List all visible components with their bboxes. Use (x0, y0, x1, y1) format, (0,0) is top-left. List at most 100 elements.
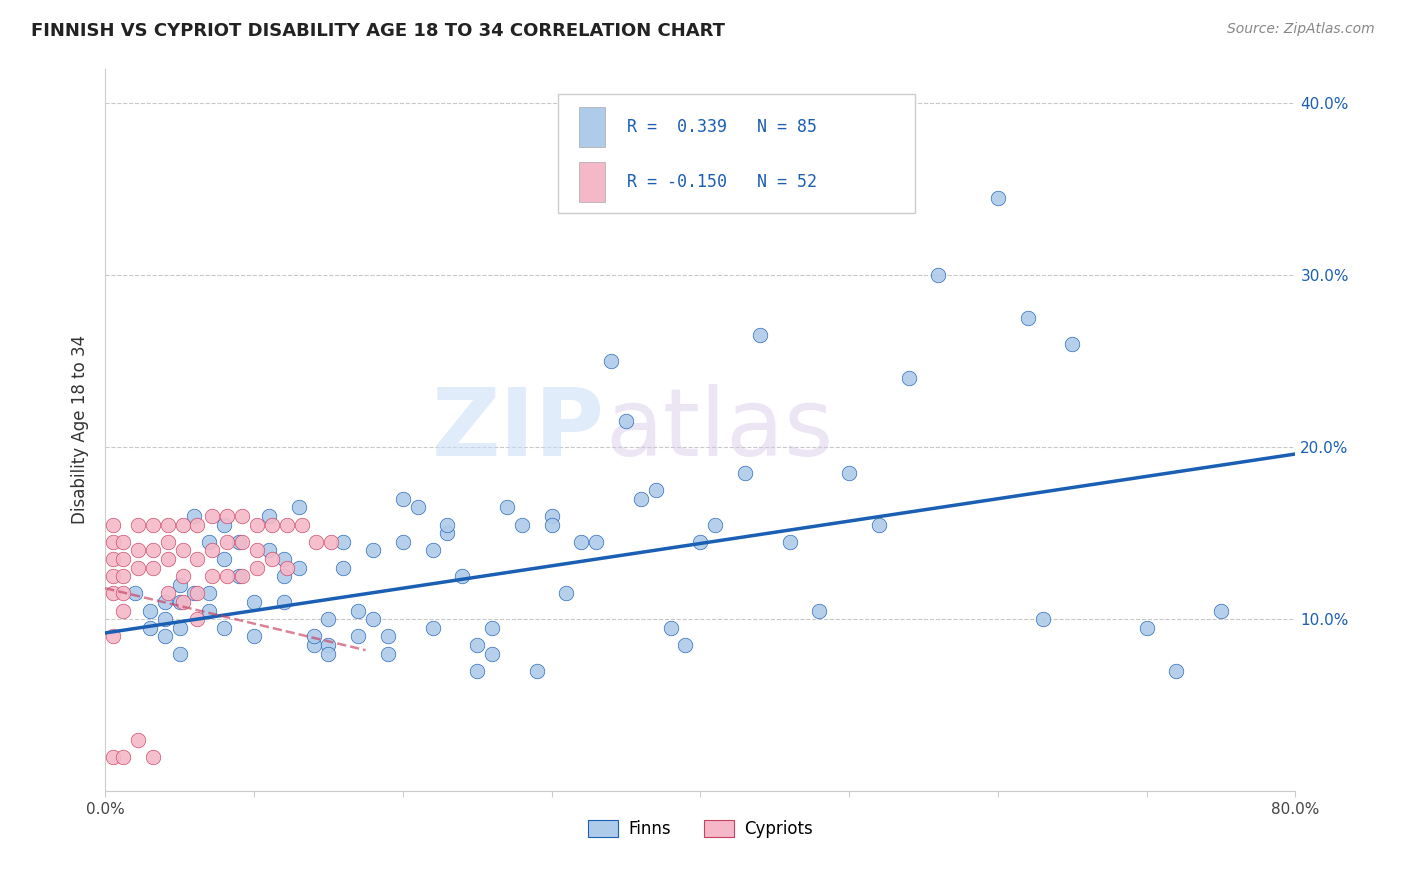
Y-axis label: Disability Age 18 to 34: Disability Age 18 to 34 (72, 335, 89, 524)
Point (318, 647, 340, 661)
Point (172, 569, 194, 583)
Point (377, 647, 399, 661)
Point (112, 586, 135, 600)
Point (101, 534, 124, 549)
Point (361, 612, 384, 626)
Point (391, 491, 413, 506)
Point (273, 595, 295, 609)
Point (169, 621, 191, 635)
Point (153, 612, 176, 626)
Point (228, 534, 250, 549)
Point (142, 517, 165, 532)
Point (156, 552, 179, 566)
Point (198, 534, 221, 549)
Point (422, 621, 444, 635)
Point (101, 629, 124, 643)
Point (243, 595, 266, 609)
Point (142, 543, 165, 558)
Point (540, 517, 562, 532)
Point (1136, 621, 1159, 635)
Point (231, 534, 253, 549)
Point (276, 517, 298, 532)
Point (212, 517, 235, 532)
Point (481, 621, 503, 635)
Point (318, 612, 340, 626)
Point (127, 560, 149, 574)
Point (112, 569, 135, 583)
Point (347, 604, 370, 618)
Point (496, 500, 519, 515)
Point (127, 517, 149, 532)
Point (436, 526, 458, 541)
Point (291, 517, 314, 532)
Point (1031, 612, 1053, 626)
Point (540, 508, 562, 523)
Point (659, 621, 682, 635)
Point (139, 604, 162, 618)
Point (101, 749, 124, 764)
Point (172, 517, 194, 532)
Point (127, 732, 149, 747)
Point (526, 664, 548, 678)
Point (260, 552, 283, 566)
Point (217, 534, 239, 549)
Point (436, 517, 458, 532)
Point (644, 483, 666, 497)
Point (748, 328, 770, 343)
Text: R =  0.339   N = 85: R = 0.339 N = 85 (627, 118, 817, 136)
Point (112, 552, 135, 566)
Point (112, 749, 135, 764)
Point (127, 543, 149, 558)
Point (246, 517, 269, 532)
Point (273, 569, 295, 583)
Point (987, 191, 1010, 205)
Point (212, 552, 235, 566)
Text: R = -0.150   N = 52: R = -0.150 N = 52 (627, 173, 817, 192)
Point (838, 466, 860, 480)
Point (153, 595, 176, 609)
Point (186, 517, 208, 532)
Point (897, 371, 920, 385)
Point (630, 491, 652, 506)
Point (231, 569, 253, 583)
Point (212, 621, 235, 635)
Point (1017, 311, 1039, 326)
Point (217, 508, 239, 523)
FancyBboxPatch shape (579, 162, 605, 202)
Point (217, 569, 239, 583)
Point (675, 638, 697, 652)
Point (287, 500, 309, 515)
Point (112, 604, 135, 618)
Point (257, 508, 280, 523)
Point (246, 543, 269, 558)
Point (198, 604, 221, 618)
Point (156, 586, 179, 600)
Point (169, 578, 191, 592)
Point (273, 552, 295, 566)
Point (183, 586, 205, 600)
Point (139, 621, 162, 635)
Point (600, 354, 623, 368)
Point (868, 517, 890, 532)
Point (704, 517, 727, 532)
Point (183, 508, 205, 523)
FancyBboxPatch shape (558, 94, 914, 213)
Point (156, 534, 179, 549)
Legend: Finns, Cypriots: Finns, Cypriots (581, 813, 820, 845)
Point (101, 552, 124, 566)
Point (156, 517, 179, 532)
Point (101, 517, 124, 532)
Text: Source: ZipAtlas.com: Source: ZipAtlas.com (1227, 22, 1375, 37)
Point (142, 749, 165, 764)
Point (287, 560, 309, 574)
Point (332, 534, 354, 549)
Point (172, 543, 194, 558)
Point (332, 560, 354, 574)
Point (198, 586, 221, 600)
Point (186, 612, 208, 626)
Point (169, 647, 191, 661)
Point (510, 517, 533, 532)
Point (302, 638, 325, 652)
Point (201, 543, 224, 558)
Point (569, 534, 592, 549)
